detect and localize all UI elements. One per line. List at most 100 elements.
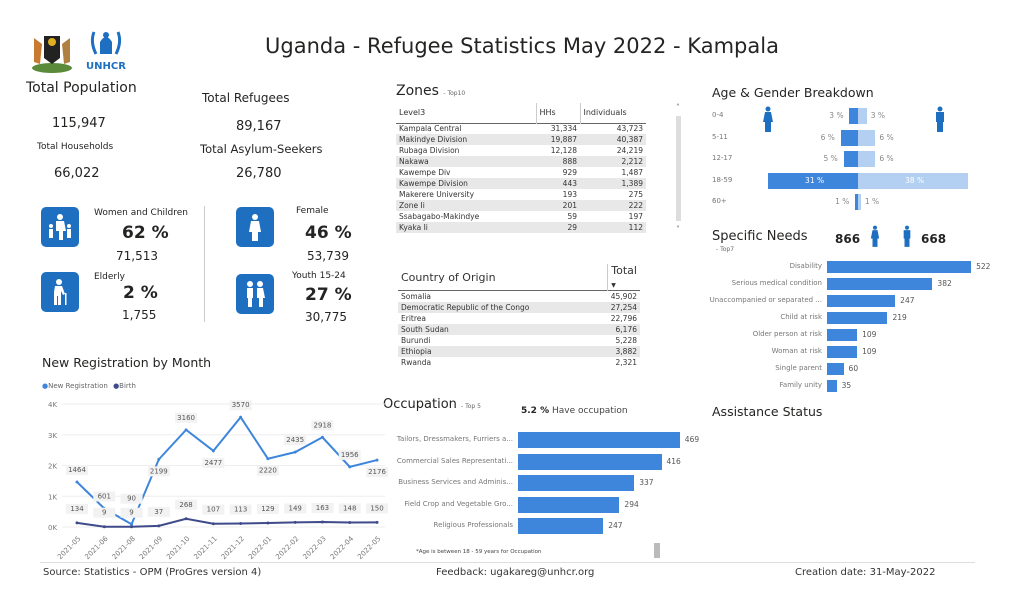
zone-row[interactable]: Zone Ii 201 222 bbox=[396, 200, 646, 211]
data-point[interactable] bbox=[75, 521, 79, 525]
data-point[interactable] bbox=[375, 520, 379, 524]
needs-bar[interactable] bbox=[827, 346, 858, 358]
data-label-bg bbox=[256, 504, 279, 515]
footer-feedback[interactable]: Feedback: ugakareg@unhcr.org bbox=[436, 567, 595, 578]
age-gender-chart: 0-4 3 % 3 % 5-11 6 % 6 % 12-17 5 % 6 % 18-59 31 % 3… bbox=[700, 100, 1000, 215]
x-tick-label: 2022-02 bbox=[274, 535, 300, 561]
zones-scrollbar[interactable]: ˄ ˅ bbox=[674, 103, 682, 245]
needs-bar[interactable] bbox=[827, 295, 896, 307]
zone-row[interactable]: Makerere University 193 275 bbox=[396, 189, 646, 200]
zone-name: Kyaka Ii bbox=[396, 222, 536, 233]
data-point[interactable] bbox=[211, 522, 215, 526]
data-point[interactable] bbox=[102, 525, 106, 529]
occupation-bar[interactable] bbox=[518, 496, 620, 513]
country-col-total[interactable]: Total ▼ bbox=[608, 264, 640, 291]
needs-value-label: 522 bbox=[976, 262, 991, 271]
male-bar bbox=[858, 108, 867, 124]
country-col-total-label: Total bbox=[611, 264, 637, 277]
needs-bar[interactable] bbox=[827, 261, 972, 273]
female-pct-label: 6 % bbox=[820, 132, 835, 142]
needs-value-label: 382 bbox=[937, 279, 952, 288]
zone-row[interactable]: Nakawa 888 2,212 bbox=[396, 156, 646, 167]
female-icon bbox=[236, 207, 274, 247]
chart-legend: ●New Registration ●Birth bbox=[42, 382, 136, 390]
assistance-title: Assistance Status bbox=[712, 404, 823, 419]
data-point[interactable] bbox=[293, 450, 297, 454]
country-row[interactable]: Rwanda 2,321 bbox=[398, 357, 640, 368]
data-point[interactable] bbox=[211, 449, 215, 453]
data-point[interactable] bbox=[130, 525, 134, 529]
scroll-down-icon[interactable]: ˅ bbox=[676, 225, 680, 234]
occupation-subtitle: - Top 5 bbox=[461, 403, 481, 410]
data-point[interactable] bbox=[239, 415, 243, 419]
zone-row[interactable]: Ssabagabo-Makindye 59 197 bbox=[396, 211, 646, 222]
needs-bar[interactable] bbox=[827, 363, 844, 375]
country-total: 45,902 bbox=[610, 291, 637, 301]
data-point[interactable] bbox=[320, 520, 324, 524]
x-tick-label: 2022-01 bbox=[247, 535, 273, 561]
country-table: Country of Origin Total ▼ Somalia 45,902 De… bbox=[398, 264, 640, 368]
occupation-value-label: 469 bbox=[684, 435, 700, 444]
occupation-bar[interactable] bbox=[518, 518, 604, 534]
country-row[interactable]: Eritrea 22,796 bbox=[398, 313, 640, 324]
occupation-bar[interactable] bbox=[518, 453, 662, 470]
data-point[interactable] bbox=[320, 435, 324, 439]
occupation-scrollbar[interactable] bbox=[654, 543, 660, 558]
zone-row[interactable]: Makindye Division 19,887 40,387 bbox=[396, 134, 646, 145]
country-row[interactable]: Somalia 45,902 bbox=[398, 291, 640, 302]
y-tick-label: 1K bbox=[48, 493, 57, 501]
data-point[interactable] bbox=[157, 524, 161, 528]
footer-source: Source: Statistics - OPM (ProGres versio… bbox=[43, 567, 262, 578]
occupation-title: Occupation - Top 5 bbox=[383, 397, 481, 412]
needs-bar[interactable] bbox=[827, 278, 933, 290]
country-total: 6,176 bbox=[607, 323, 640, 335]
women-children-count: 71,513 bbox=[116, 249, 158, 263]
age-group-label: 12-17 bbox=[712, 154, 733, 162]
zones-col-hhs[interactable]: HHs bbox=[536, 103, 581, 123]
zone-row[interactable]: Kyaka Ii 29 112 bbox=[396, 222, 646, 233]
specific-needs-title: Specific Needs bbox=[712, 229, 808, 244]
needs-bar[interactable] bbox=[827, 329, 858, 341]
zone-row[interactable]: Kawempe Division 443 1,389 bbox=[396, 178, 646, 189]
data-label-bg bbox=[229, 504, 252, 515]
country-row[interactable]: South Sudan 6,176 bbox=[398, 323, 640, 335]
zone-hhs: 59 bbox=[567, 212, 577, 221]
needs-bar[interactable] bbox=[827, 312, 888, 324]
scroll-up-icon[interactable]: ˄ bbox=[676, 103, 680, 112]
page-title: Uganda - Refugee Statistics May 2022 - K… bbox=[265, 34, 779, 58]
data-point[interactable] bbox=[375, 458, 379, 462]
occupation-bar[interactable] bbox=[518, 432, 680, 448]
data-point[interactable] bbox=[293, 520, 297, 524]
data-point[interactable] bbox=[184, 517, 188, 521]
data-point[interactable] bbox=[348, 520, 352, 524]
data-point[interactable] bbox=[75, 480, 79, 484]
country-name: Burundi bbox=[401, 335, 431, 345]
data-label-bg bbox=[338, 503, 361, 514]
needs-bar[interactable] bbox=[827, 380, 837, 392]
data-point[interactable] bbox=[157, 457, 161, 461]
male-pct-label: 6 % bbox=[879, 132, 894, 142]
y-tick-label: 0K bbox=[48, 524, 57, 532]
data-label: 149 bbox=[288, 504, 301, 512]
country-name: Democratic Republic of the Congo bbox=[398, 301, 608, 313]
zone-row[interactable]: Kampala Central 31,334 43,723 bbox=[396, 123, 646, 134]
occupation-bar[interactable] bbox=[518, 475, 635, 491]
zone-row[interactable]: Kawempe Div 929 1,487 bbox=[396, 167, 646, 178]
country-row[interactable]: Burundi 5,228 bbox=[398, 335, 640, 346]
female-bar bbox=[840, 129, 858, 146]
zone-row[interactable]: Rubaga Division 12,128 24,219 bbox=[396, 145, 646, 156]
data-point[interactable] bbox=[266, 457, 270, 461]
zones-col-level3[interactable]: Level3 bbox=[396, 103, 537, 123]
scrollbar-thumb[interactable] bbox=[675, 116, 681, 221]
data-label-bg bbox=[366, 467, 388, 478]
country-row[interactable]: Democratic Republic of the Congo 27,254 bbox=[398, 301, 640, 313]
data-point[interactable] bbox=[266, 521, 270, 525]
data-point[interactable] bbox=[348, 465, 352, 469]
country-col-country[interactable]: Country of Origin bbox=[398, 264, 609, 291]
data-point[interactable] bbox=[184, 428, 188, 432]
zone-individuals: 2,212 bbox=[580, 156, 646, 167]
country-row[interactable]: Ethiopia 3,882 bbox=[398, 345, 640, 357]
data-point[interactable] bbox=[130, 522, 134, 526]
data-point[interactable] bbox=[239, 522, 243, 526]
zones-col-individuals[interactable]: Individuals bbox=[583, 108, 627, 118]
